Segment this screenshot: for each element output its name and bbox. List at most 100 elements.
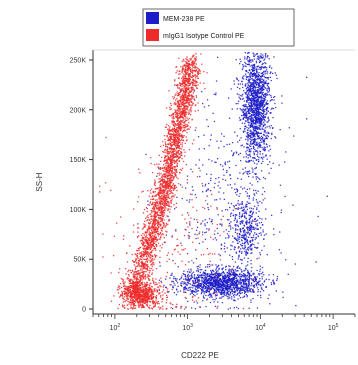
- event-dot-mem-238: [207, 188, 209, 190]
- event-dot-mem-238: [239, 251, 241, 253]
- event-dot-mem-238: [159, 265, 161, 267]
- event-dot-mem-238: [257, 158, 260, 161]
- event-dot-mem-238: [264, 120, 266, 122]
- event-dot-mem-238: [197, 279, 199, 281]
- event-dot-mem-238: [251, 249, 253, 251]
- event-dot-mem-238: [223, 248, 226, 250]
- event-dot-mem-238: [262, 89, 264, 91]
- event-dot-mem-238: [242, 279, 244, 281]
- event-dot-mem-238: [261, 288, 263, 291]
- event-dot-mem-238: [269, 161, 271, 163]
- event-dot-mem-238: [233, 307, 235, 309]
- event-dot-mem-238: [216, 294, 218, 296]
- event-dot-isotype: [185, 61, 187, 64]
- event-dot-isotype: [174, 135, 176, 137]
- event-dot-mem-238: [262, 123, 264, 125]
- event-dot-isotype: [154, 235, 156, 237]
- event-dot-mem-238: [204, 281, 207, 284]
- event-dot-mem-238: [259, 200, 261, 203]
- event-dot-mem-238: [230, 202, 233, 205]
- event-dot-mem-238: [221, 287, 223, 289]
- event-dot-mem-238: [183, 281, 185, 283]
- event-dot-mem-238: [251, 283, 253, 285]
- event-dot-mem-238: [241, 236, 243, 238]
- event-dot-mem-238: [249, 229, 251, 231]
- event-dot-mem-238: [166, 192, 168, 194]
- event-dot-mem-238: [197, 286, 199, 288]
- event-dot-mem-238: [206, 299, 208, 301]
- event-dot-isotype: [168, 131, 170, 133]
- event-dot-isotype: [188, 117, 190, 120]
- event-dot-mem-238: [261, 119, 263, 121]
- event-dot-isotype: [179, 103, 181, 105]
- event-dot-mem-238: [249, 126, 251, 128]
- event-dot-mem-238: [263, 143, 265, 145]
- event-dot-isotype: [166, 196, 168, 198]
- event-dot-mem-238: [244, 282, 247, 284]
- event-dot-mem-238: [265, 80, 267, 82]
- event-dot-mem-238: [250, 142, 252, 144]
- event-dot-mem-238: [204, 185, 206, 187]
- event-dot-mem-238: [227, 202, 230, 204]
- event-dot-mem-238: [217, 56, 219, 58]
- event-dot-mem-238: [207, 264, 209, 266]
- event-dot-mem-238: [251, 99, 253, 101]
- event-dot-isotype: [185, 126, 187, 128]
- event-dot-isotype: [176, 153, 178, 155]
- event-dot-mem-238: [217, 272, 219, 274]
- event-dot-mem-238: [206, 274, 208, 276]
- event-dot-mem-238: [243, 100, 246, 102]
- event-dot-mem-238: [254, 238, 256, 241]
- event-dot-mem-238: [232, 282, 234, 284]
- event-dot-mem-238: [255, 142, 258, 144]
- event-dot-mem-238: [206, 274, 209, 276]
- event-dot-mem-238: [250, 275, 253, 277]
- event-dot-mem-238: [236, 135, 238, 137]
- event-dot-mem-238: [227, 289, 229, 292]
- event-dot-mem-238: [201, 289, 204, 291]
- event-dot-mem-238: [231, 289, 233, 292]
- event-dot-mem-238: [238, 295, 240, 297]
- event-dot-mem-238: [276, 275, 279, 278]
- event-dot-isotype: [195, 63, 197, 65]
- event-dot-mem-238: [264, 178, 266, 180]
- event-dot-mem-238: [249, 130, 251, 132]
- event-dot-mem-238: [202, 291, 204, 293]
- event-dot-mem-238: [186, 253, 189, 255]
- event-dot-mem-238: [278, 249, 280, 251]
- event-dot-mem-238: [201, 277, 203, 279]
- event-dot-mem-238: [248, 90, 250, 93]
- event-dot-mem-238: [252, 121, 254, 123]
- event-dot-isotype: [165, 107, 168, 109]
- event-dot-mem-238: [232, 209, 234, 211]
- event-dot-mem-238: [262, 102, 264, 104]
- event-dot-mem-238: [262, 231, 264, 233]
- event-dot-mem-238: [258, 82, 261, 84]
- event-dot-isotype: [162, 203, 164, 205]
- event-dot-mem-238: [218, 253, 220, 255]
- event-dot-mem-238: [245, 251, 247, 253]
- event-dot-mem-238: [242, 274, 244, 276]
- event-dot-mem-238: [241, 252, 243, 254]
- event-dot-mem-238: [255, 113, 257, 115]
- event-dot-isotype: [184, 119, 187, 122]
- event-dot-mem-238: [223, 198, 225, 200]
- event-dot-mem-238: [213, 93, 215, 95]
- event-dot-mem-238: [268, 150, 270, 152]
- event-dot-mem-238: [235, 286, 237, 289]
- event-dot-mem-238: [245, 116, 247, 118]
- event-dot-mem-238: [248, 118, 250, 120]
- event-dot-mem-238: [273, 228, 275, 230]
- event-dot-isotype: [185, 102, 187, 104]
- event-dot-mem-238: [248, 75, 250, 78]
- event-dot-mem-238: [212, 281, 215, 283]
- event-dot-mem-238: [263, 139, 265, 142]
- event-dot-mem-238: [259, 128, 261, 130]
- event-dot-isotype: [189, 64, 191, 66]
- event-dot-mem-238: [244, 56, 246, 58]
- event-dot-mem-238: [194, 233, 196, 235]
- event-dot-mem-238: [250, 138, 252, 140]
- event-dot-mem-238: [275, 74, 277, 76]
- event-dot-mem-238: [249, 219, 251, 221]
- event-dot-mem-238: [266, 126, 268, 128]
